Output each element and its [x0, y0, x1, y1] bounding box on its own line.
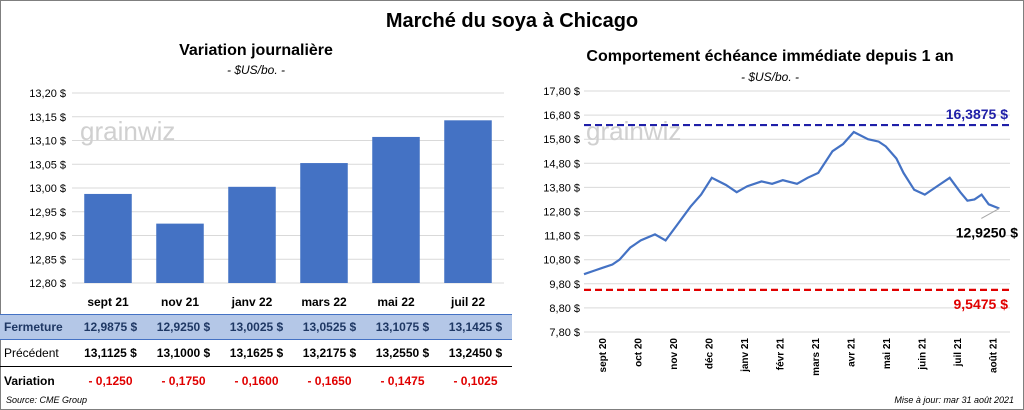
y-tick-label: 13,20 $ — [29, 88, 66, 100]
y-tick-label: 13,10 $ — [29, 136, 66, 148]
x-tick-label: janv 22 — [231, 295, 273, 309]
bar-chart: 12,80 $ 12,85 $ 12,90 $ 12,95 $ 13,00 $ 13,05… — [29, 88, 504, 309]
line-chart: 7,80 $ 8,80 $ 9,80 $ 10,80 $ 11,80 $ 12,80 $ 1… — [543, 86, 1018, 376]
cell: 13,1425 $ — [439, 314, 512, 340]
y-tick-label: 12,80 $ — [543, 207, 580, 219]
cell: 13,1125 $ — [74, 339, 147, 367]
x-tick-label: mai 22 — [377, 295, 415, 309]
y-tick-label: 8,80 $ — [549, 303, 580, 315]
current-value-label: 12,9250 $ — [956, 224, 1018, 240]
x-tick-label: avr 21 — [846, 338, 857, 367]
right-chart-subtitle: - $US/bo. - — [740, 70, 800, 84]
x-tick-label: févr 21 — [775, 338, 786, 371]
x-tick-label: mars 21 — [811, 338, 822, 376]
bar — [156, 223, 204, 283]
bar — [372, 136, 420, 283]
callout-line — [981, 208, 1000, 219]
cell: 12,9250 $ — [147, 314, 220, 340]
cell: - 0,1600 — [234, 374, 279, 388]
x-tick-label: mai 21 — [882, 338, 893, 370]
x-tick-label: janv 21 — [740, 338, 751, 373]
cell: 13,2450 $ — [439, 339, 512, 367]
y-tick-label: 10,80 $ — [543, 255, 580, 267]
cell: - 0,1750 — [161, 374, 206, 388]
row-label: Précédent — [0, 339, 74, 367]
x-tick-label: oct 20 — [633, 338, 644, 367]
cell: 13,0525 $ — [293, 314, 366, 340]
y-tick-label: 12,90 $ — [29, 231, 66, 243]
bar — [444, 120, 492, 283]
x-tick-label: déc 20 — [704, 338, 715, 370]
cell: 13,1000 $ — [147, 339, 220, 367]
x-tick-label: juil 21 — [953, 338, 964, 368]
x-tick-label: sept 21 — [87, 295, 129, 309]
x-tick-label: sept 20 — [598, 338, 609, 373]
x-tick-label: nov 20 — [669, 338, 680, 370]
watermark-logo: grainwiz — [586, 116, 681, 146]
y-tick-label: 12,95 $ — [29, 207, 66, 219]
table-row: Précédent 13,1125 $ 13,1000 $ 13,1625 $ … — [0, 339, 512, 367]
y-tick-label: 12,80 $ — [29, 278, 66, 290]
price-table: Fermeture 12,9875 $ 12,9250 $ 13,0025 $ … — [0, 314, 512, 395]
cell: 13,1075 $ — [366, 314, 439, 340]
x-tick-label: mars 22 — [301, 295, 347, 309]
cell: 12,9875 $ — [74, 314, 147, 340]
left-chart-title: Variation journalière — [179, 42, 333, 59]
bar — [300, 163, 348, 283]
cell: 13,2175 $ — [293, 339, 366, 367]
update-date: Mise à jour: mar 31 août 2021 — [894, 395, 1014, 405]
cell: 13,1625 $ — [220, 339, 293, 367]
row-label: Variation — [4, 374, 55, 388]
y-tick-label: 13,15 $ — [29, 112, 66, 124]
y-tick-label: 11,80 $ — [544, 231, 580, 243]
price-line — [583, 130, 1000, 276]
table-row: Fermeture 12,9875 $ 12,9250 $ 13,0025 $ … — [0, 314, 512, 340]
row-label: Fermeture — [0, 314, 74, 340]
x-tick-label: juin 21 — [917, 338, 928, 371]
y-tick-label: 13,00 $ — [29, 183, 66, 195]
min-value-label: 9,5475 $ — [954, 296, 1009, 312]
y-tick-label: 17,80 $ — [543, 86, 580, 98]
cell: 13,2550 $ — [366, 339, 439, 367]
y-tick-label: 15,80 $ — [543, 134, 580, 146]
x-tick-label: août 21 — [988, 338, 999, 373]
y-tick-label: 13,80 $ — [543, 182, 580, 194]
bar — [84, 193, 132, 283]
y-tick-label: 12,85 $ — [29, 254, 66, 266]
page-title: Marché du soya à Chicago — [385, 10, 639, 32]
cell: - 0,1250 — [88, 374, 133, 388]
x-tick-label: juil 22 — [450, 295, 485, 309]
source-note: Source: CME Group — [6, 395, 88, 405]
cell: - 0,1650 — [307, 374, 352, 388]
y-tick-label: 7,80 $ — [549, 327, 580, 339]
watermark-logo: grainwiz — [80, 116, 175, 146]
y-tick-label: 9,80 $ — [549, 279, 580, 291]
y-tick-label: 13,05 $ — [29, 159, 66, 171]
x-tick-label: nov 21 — [161, 295, 199, 309]
cell: 13,0025 $ — [220, 314, 293, 340]
table-row: Variation - 0,1250 - 0,1750 - 0,1600 - 0… — [0, 367, 512, 396]
max-value-label: 16,3875 $ — [946, 106, 1008, 122]
y-tick-label: 14,80 $ — [543, 158, 580, 170]
cell: - 0,1475 — [380, 374, 425, 388]
left-chart-subtitle: - $US/bo. - — [226, 63, 286, 77]
right-chart-title: Comportement échéance immédiate depuis 1… — [586, 48, 954, 65]
y-tick-label: 16,80 $ — [543, 110, 580, 122]
cell: - 0,1025 — [453, 374, 498, 388]
bar — [228, 186, 276, 283]
